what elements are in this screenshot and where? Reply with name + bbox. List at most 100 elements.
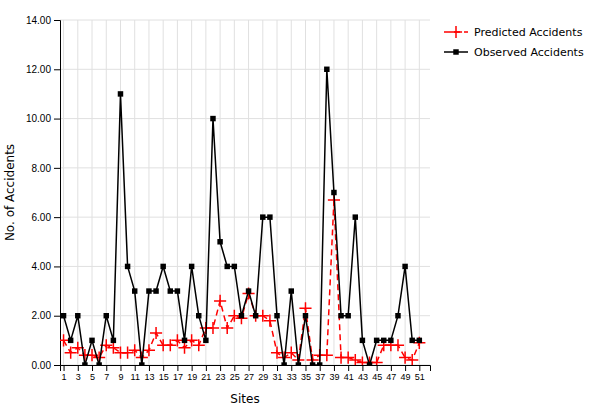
tick-label: 10.00 bbox=[26, 113, 51, 124]
point bbox=[345, 313, 350, 318]
tick-mark bbox=[135, 365, 136, 371]
tick: 9 bbox=[118, 365, 123, 382]
point bbox=[228, 310, 240, 322]
grid-line bbox=[60, 217, 430, 218]
tick: 12.00 bbox=[26, 64, 60, 75]
grid-line bbox=[220, 20, 221, 365]
tick-mark bbox=[177, 365, 178, 371]
point bbox=[143, 344, 155, 356]
legend-item: Predicted Accidents bbox=[444, 26, 583, 39]
tick: 1 bbox=[62, 365, 67, 382]
grid-line bbox=[390, 20, 391, 365]
point bbox=[324, 67, 329, 72]
point bbox=[153, 288, 158, 293]
point bbox=[182, 338, 187, 343]
legend-marker bbox=[453, 49, 458, 54]
point bbox=[61, 313, 66, 318]
tick-label: 1 bbox=[62, 372, 67, 382]
tick-mark bbox=[54, 119, 60, 120]
tick: 0.00 bbox=[32, 360, 60, 371]
point bbox=[217, 239, 222, 244]
tick: 41 bbox=[344, 365, 354, 382]
point bbox=[242, 287, 254, 299]
point bbox=[395, 313, 400, 318]
tick-mark bbox=[220, 365, 221, 371]
tick: 4.00 bbox=[32, 261, 60, 272]
tick: 23 bbox=[216, 365, 226, 382]
point bbox=[139, 362, 144, 365]
tick: 47 bbox=[386, 365, 396, 382]
grid-line bbox=[376, 20, 377, 365]
tick-mark bbox=[54, 217, 60, 218]
point bbox=[296, 362, 301, 365]
axis-line bbox=[54, 21, 61, 366]
tick-mark bbox=[54, 266, 60, 267]
grid-line bbox=[163, 20, 164, 365]
tick: 6.00 bbox=[32, 212, 60, 223]
tick-label: 3 bbox=[76, 372, 81, 382]
point bbox=[349, 354, 361, 365]
tick: 29 bbox=[258, 365, 268, 382]
grid-line bbox=[60, 315, 430, 316]
point bbox=[303, 313, 308, 318]
point bbox=[125, 264, 130, 269]
tick-label: 25 bbox=[230, 372, 240, 382]
tick: 13 bbox=[144, 365, 154, 382]
tick-label: 21 bbox=[201, 372, 211, 382]
tick-mark bbox=[263, 365, 264, 371]
tick: 43 bbox=[358, 365, 368, 382]
point bbox=[299, 302, 311, 314]
point bbox=[367, 362, 372, 365]
tick-mark bbox=[291, 365, 292, 371]
point bbox=[189, 264, 194, 269]
tick-label: 12.00 bbox=[26, 64, 51, 75]
tick-label: 39 bbox=[329, 372, 339, 382]
marks bbox=[60, 67, 425, 365]
tick-mark bbox=[106, 365, 107, 371]
grid-line bbox=[60, 20, 430, 21]
tick-mark bbox=[92, 365, 93, 371]
point bbox=[75, 313, 80, 318]
point bbox=[224, 264, 229, 269]
tick-label: 8.00 bbox=[32, 163, 52, 174]
tick: 2.00 bbox=[32, 310, 60, 321]
point bbox=[96, 362, 101, 365]
tick: 11 bbox=[131, 365, 140, 382]
point bbox=[402, 264, 407, 269]
axis-line bbox=[61, 366, 431, 372]
point bbox=[175, 288, 180, 293]
grid-line bbox=[60, 69, 430, 70]
tick: 27 bbox=[244, 365, 254, 382]
point bbox=[399, 352, 411, 364]
tick-mark bbox=[234, 365, 235, 371]
tick-label: 29 bbox=[258, 372, 268, 382]
point bbox=[331, 190, 336, 195]
tick-mark bbox=[206, 365, 207, 371]
tick-mark bbox=[305, 365, 306, 371]
tick-mark bbox=[192, 365, 193, 371]
point bbox=[353, 214, 358, 219]
grid-line bbox=[148, 20, 149, 365]
tick: 25 bbox=[230, 365, 240, 382]
tick-label: 4.00 bbox=[32, 261, 52, 272]
tick-label: 14.00 bbox=[26, 15, 51, 26]
point bbox=[413, 337, 425, 349]
tick-label: 19 bbox=[187, 372, 197, 382]
point bbox=[360, 338, 365, 343]
point bbox=[68, 338, 73, 343]
point bbox=[221, 322, 233, 334]
tick: 45 bbox=[372, 365, 382, 382]
tick-mark bbox=[54, 316, 60, 317]
tick-label: 13 bbox=[144, 372, 154, 382]
point bbox=[381, 338, 386, 343]
point bbox=[207, 322, 219, 334]
tick-mark bbox=[320, 365, 321, 371]
tick-mark bbox=[64, 365, 65, 371]
plot: 1357911131517192123252729313335373941434… bbox=[26, 15, 431, 383]
point bbox=[409, 338, 414, 343]
tick-mark bbox=[377, 365, 378, 371]
legend-marker bbox=[450, 26, 462, 38]
chart: 1357911131517192123252729313335373941434… bbox=[0, 0, 600, 413]
point bbox=[111, 338, 116, 343]
grid-line bbox=[120, 20, 121, 365]
